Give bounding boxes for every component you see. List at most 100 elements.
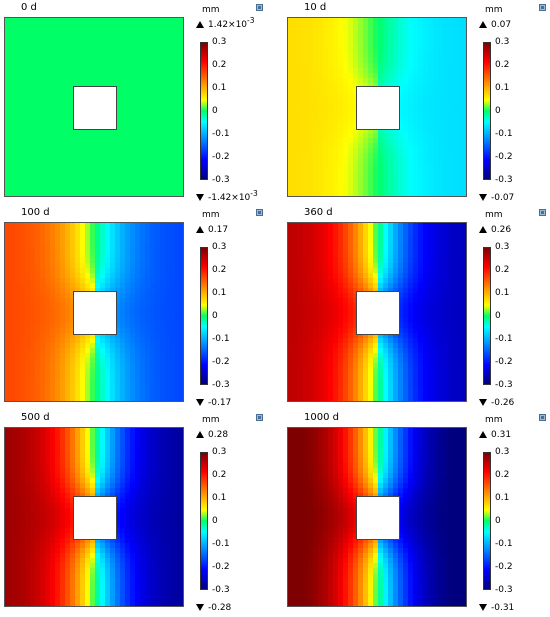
panel-10d: 10 d mm 0.07 0.3 0.2 0.1 0 -0.1 -0.2 -0.3 -0.0… — [283, 2, 550, 206]
unit-label: mm — [485, 5, 503, 15]
colorbar-tick: -0.2 — [495, 562, 513, 572]
colorbar-tick: -0.2 — [495, 152, 513, 162]
max-triangle-icon — [479, 431, 487, 438]
colorbar-ticks: 0.3 0.2 0.1 0 -0.1 -0.2 -0.3 — [212, 242, 252, 390]
colorbar-tick: -0.2 — [212, 357, 230, 367]
colorbar-tick: 0 — [495, 516, 501, 526]
colorbar-tick: 0.2 — [495, 60, 510, 70]
colorbar-tick: 0.2 — [495, 265, 510, 275]
unit-label: mm — [202, 415, 220, 425]
max-value: 0.07 — [479, 16, 511, 30]
max-value: 1.42×10-3 — [196, 16, 255, 30]
colorbar-tick: 0.2 — [212, 60, 227, 70]
displacement-field — [4, 17, 184, 197]
plot-icon[interactable] — [256, 414, 263, 421]
colorbar-ticks: 0.3 0.2 0.1 0 -0.1 -0.2 -0.3 — [495, 242, 535, 390]
colorbar-tick: 0.3 — [495, 242, 510, 252]
plot-icon[interactable] — [256, 209, 263, 216]
min-triangle-icon — [479, 194, 487, 201]
colorbar-tick: -0.2 — [212, 562, 230, 572]
colorbar-tick: -0.2 — [495, 357, 513, 367]
colorbar-tick: 0.1 — [495, 493, 510, 503]
field-gradient — [288, 428, 466, 606]
panel-0d: 0 d mm 1.42×10-3 0.3 0.2 0.1 0 -0.1 -0.2 -0.3 … — [0, 2, 272, 206]
colorbar — [483, 247, 491, 385]
colorbar-tick: 0.3 — [495, 447, 510, 457]
min-value: -0.07 — [479, 189, 514, 203]
plot-icon[interactable] — [256, 4, 263, 11]
panel-title: 500 d — [21, 412, 50, 423]
unit-label: mm — [485, 210, 503, 220]
min-value: -0.17 — [196, 394, 231, 408]
max-triangle-icon — [196, 21, 204, 28]
colorbar-tick: -0.1 — [495, 334, 513, 344]
colorbar-tick: -0.1 — [212, 129, 230, 139]
min-triangle-icon — [479, 399, 487, 406]
displacement-field — [287, 17, 467, 197]
colorbar — [200, 247, 208, 385]
colorbar-tick: 0.3 — [495, 37, 510, 47]
colorbar-tick: 0.3 — [212, 242, 227, 252]
colorbar-tick: -0.3 — [495, 585, 513, 595]
panel-title: 10 d — [304, 2, 327, 13]
colorbar-tick: 0 — [495, 106, 501, 116]
max-triangle-icon — [196, 431, 204, 438]
displacement-field — [287, 427, 467, 607]
square-hole — [356, 86, 400, 130]
colorbar-ticks: 0.3 0.2 0.1 0 -0.1 -0.2 -0.3 — [212, 37, 252, 185]
min-value: -0.26 — [479, 394, 514, 408]
unit-label: mm — [485, 415, 503, 425]
max-triangle-icon — [479, 21, 487, 28]
plot-icon[interactable] — [539, 209, 546, 216]
field-gradient — [288, 18, 466, 196]
square-hole — [73, 291, 117, 335]
colorbar-tick: 0.1 — [495, 83, 510, 93]
unit-label: mm — [202, 5, 220, 15]
max-value: 0.26 — [479, 221, 511, 235]
colorbar-tick: 0 — [212, 106, 218, 116]
colorbar-tick: 0.3 — [212, 447, 227, 457]
colorbar-tick: 0.1 — [212, 493, 227, 503]
panel-title: 0 d — [21, 2, 37, 13]
colorbar-tick: 0.1 — [495, 288, 510, 298]
colorbar-ticks: 0.3 0.2 0.1 0 -0.1 -0.2 -0.3 — [495, 447, 535, 595]
colorbar-tick: 0 — [212, 516, 218, 526]
min-value: -0.28 — [196, 599, 231, 613]
max-triangle-icon — [479, 226, 487, 233]
panel-360d: 360 d mm 0.26 0.3 0.2 0.1 0 -0.1 -0.2 -0.3 -0.… — [283, 207, 550, 411]
colorbar-tick: -0.1 — [495, 129, 513, 139]
panel-title: 1000 d — [304, 412, 339, 423]
field-gradient — [5, 18, 183, 196]
colorbar — [200, 452, 208, 590]
panel-title: 360 d — [304, 207, 333, 218]
displacement-field — [4, 222, 184, 402]
plot-icon[interactable] — [539, 4, 546, 11]
colorbar — [483, 42, 491, 180]
colorbar-tick: -0.2 — [212, 152, 230, 162]
min-value: -1.42×10-3 — [196, 189, 258, 203]
colorbar-ticks: 0.3 0.2 0.1 0 -0.1 -0.2 -0.3 — [212, 447, 252, 595]
colorbar-tick: -0.3 — [495, 380, 513, 390]
square-hole — [356, 291, 400, 335]
panel-500d: 500 d mm 0.28 0.3 0.2 0.1 0 -0.1 -0.2 -0.3 -0.… — [0, 412, 272, 616]
min-value: -0.31 — [479, 599, 514, 613]
colorbar-tick: 0.3 — [212, 37, 227, 47]
field-gradient — [5, 223, 183, 401]
colorbar-tick: 0.2 — [495, 470, 510, 480]
max-value: 0.28 — [196, 426, 228, 440]
displacement-field — [4, 427, 184, 607]
min-triangle-icon — [196, 399, 204, 406]
colorbar-tick: 0.2 — [212, 265, 227, 275]
colorbar-tick: 0.1 — [212, 83, 227, 93]
colorbar-tick: 0.2 — [212, 470, 227, 480]
displacement-field — [287, 222, 467, 402]
panel-100d: 100 d mm 0.17 0.3 0.2 0.1 0 -0.1 -0.2 -0.3 -0.… — [0, 207, 272, 411]
colorbar — [483, 452, 491, 590]
plot-icon[interactable] — [539, 414, 546, 421]
square-hole — [356, 496, 400, 540]
colorbar-tick: -0.1 — [212, 539, 230, 549]
field-gradient — [288, 223, 466, 401]
colorbar-tick: -0.1 — [495, 539, 513, 549]
panel-1000d: 1000 d mm 0.31 0.3 0.2 0.1 0 -0.1 -0.2 -0.3 -0… — [283, 412, 550, 616]
colorbar-tick: -0.1 — [212, 334, 230, 344]
